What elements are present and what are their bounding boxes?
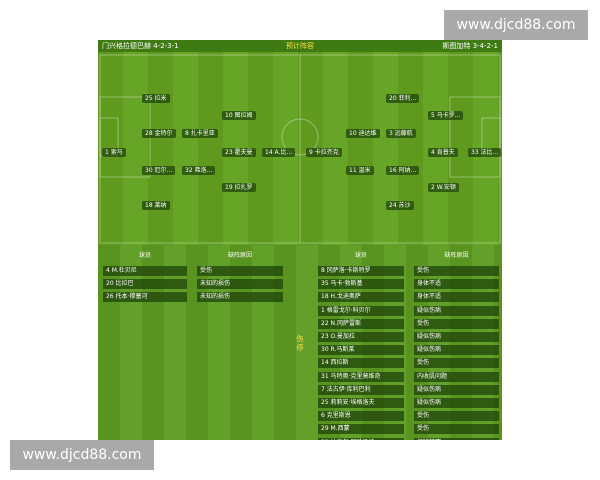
reason-cell: 疑似伤病	[414, 345, 499, 356]
player-chip: 3 远藤航	[386, 129, 416, 138]
player-cell: 23 O.曼加拉	[318, 332, 404, 342]
absence-label: 伤停	[296, 335, 304, 352]
player-chip: 9 卡拉齐克	[306, 148, 342, 157]
header-title: 预计阵容	[286, 42, 314, 50]
player-chip: 4 肯普夫	[428, 148, 458, 157]
column-header: 球员	[354, 252, 367, 259]
player-chip: 1 索马	[102, 148, 126, 157]
reason-cell: 红牌禁赛	[414, 437, 499, 440]
player-cell: 35 马卡·勃斯基	[318, 279, 404, 290]
reason-cell: 受伤	[414, 424, 499, 435]
player-cell: 32 纳乌尔·阿哈马迪	[318, 437, 404, 440]
player-chip: 16 阿纳...	[386, 166, 420, 175]
reason-cell: 受伤	[414, 358, 499, 369]
player-chip: 10 图拉姆	[222, 111, 256, 120]
player-cell: 22 N.冈萨雷斯	[318, 318, 404, 329]
reason-cell: 内收肌问题	[414, 371, 499, 382]
reason-cell: 受伤	[414, 411, 499, 422]
player-cell: 25 莉莉安·埃格洛夫	[318, 398, 404, 408]
reason-cell: 未知的损伤	[197, 279, 283, 290]
reason-cell: 身体不适	[414, 279, 499, 290]
player-chip: 28 金特尔	[142, 129, 176, 138]
player-chip: 19 拉扎罗	[222, 183, 256, 192]
absence-section: 伤停 球员 缺阵原因 4 M.杜贝尼 受伤 20 比拉巴 未知的损伤 26 托本·穆塞河 未知…	[98, 245, 502, 440]
reason-cell: 受伤	[197, 266, 283, 276]
away-team: 斯图加特 3-4-2-1	[442, 42, 498, 50]
player-cell: 7 法古伊·库利巴利	[318, 384, 404, 395]
player-chip: 30 厄尔...	[142, 166, 176, 175]
player-chip: 14 A.比...	[262, 148, 296, 157]
player-chip: 18 莱纳	[142, 201, 170, 210]
watermark: www.djcd88.com	[10, 440, 154, 470]
column-header: 球员	[138, 252, 151, 259]
player-cell: 4 M.杜贝尼	[103, 266, 187, 276]
player-cell: 8 冈萨洛·卡斯特罗	[318, 266, 404, 276]
reason-cell: 疑似伤病	[414, 305, 499, 316]
reason-cell: 身体不适	[414, 292, 499, 303]
column-header: 缺阵原因	[227, 252, 252, 259]
player-cell: 29 M.西蒙	[318, 424, 404, 435]
player-chip: 25 拉米	[142, 94, 170, 103]
home-team: 门兴格拉德巴赫 4-2-3-1	[102, 42, 179, 50]
reason-cell: 疑似伤病	[414, 384, 499, 395]
player-cell: 26 托本·穆塞河	[103, 292, 187, 303]
player-cell: 14 西拉斯	[318, 358, 404, 369]
player-chip: 5 马卡罗...	[428, 111, 464, 120]
player-cell: 30 R.马斯莱	[318, 345, 404, 356]
player-cell: 6 克里斯恩	[318, 411, 404, 422]
player-chip: 24 苏沙	[386, 201, 414, 210]
column-header: 缺阵原因	[444, 252, 469, 259]
reason-cell: 受伤	[414, 318, 499, 329]
reason-cell: 未知的损伤	[197, 292, 283, 303]
header-bar: 门兴格拉德巴赫 4-2-3-1 预计阵容 斯图加特 3-4-2-1	[98, 40, 502, 52]
player-chip: 33 法比...	[468, 148, 502, 157]
player-cell: 31 马特奥·克里莫维奇	[318, 371, 404, 382]
reason-cell: 疑似伤病	[414, 398, 499, 408]
player-chip: 2 W.安顿	[428, 183, 459, 192]
watermark: www.djcd88.com	[444, 10, 588, 40]
player-chip: 11 温米	[346, 166, 374, 175]
reason-cell: 受伤	[414, 266, 499, 276]
player-cell: 18 H.戈迪奥萨	[318, 292, 404, 303]
player-chip: 32 弗洛...	[182, 166, 216, 175]
player-chip: 20 菲利...	[386, 94, 420, 103]
player-chip: 23 霍夫曼	[222, 148, 256, 157]
player-chip: 8 扎卡里亚	[182, 129, 218, 138]
reason-cell: 疑似伤病	[414, 332, 499, 342]
player-chip: 10 迪达维	[346, 129, 380, 138]
player-cell: 1 格雷戈尔·科贝尔	[318, 305, 404, 316]
lineup-panel: 门兴格拉德巴赫 4-2-3-1 预计阵容 斯图加特 3-4-2-1 伤停 球员 缺…	[98, 40, 502, 440]
player-cell: 20 比拉巴	[103, 279, 187, 290]
